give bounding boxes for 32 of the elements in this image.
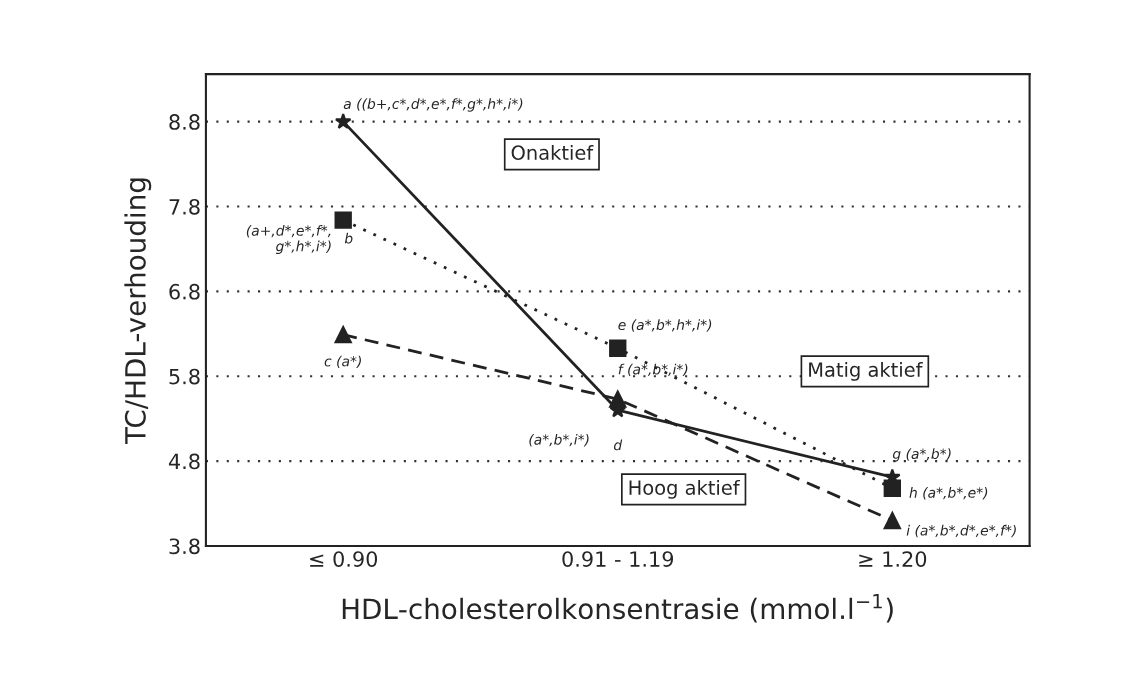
x-tick-label: ≥ 1.20 xyxy=(859,551,927,567)
annotation: g (a*,b*) xyxy=(892,448,951,462)
text: Onaktief xyxy=(511,144,594,160)
annotation: (a+,d*,e*,f*, g*,h*,i*) xyxy=(246,225,331,255)
point xyxy=(334,211,352,229)
x-tick-label: ≤ 0.90 xyxy=(310,551,378,567)
annotation: a ((b+,c*,d*,e*,f*,g*,h*,i*) xyxy=(343,98,523,112)
annotation: d xyxy=(613,439,623,451)
y-tick-label: 5.8 xyxy=(169,368,200,385)
series-label: Hoog aktief xyxy=(629,479,740,499)
annotation: (a*,b*,i*) xyxy=(529,434,589,447)
point xyxy=(883,479,901,497)
annotation: f (a*,b*,i*) xyxy=(618,363,688,377)
annotation: e (a*,b*,h*,i*) xyxy=(618,319,712,332)
y-tick-label: 4.8 xyxy=(168,453,200,470)
annotation: b xyxy=(344,232,353,244)
point xyxy=(609,339,627,357)
point xyxy=(334,112,352,129)
text: Matig aktief xyxy=(809,361,923,381)
y-tick-label: 6.8 xyxy=(169,283,200,300)
y-tick-label: 3.8 xyxy=(169,538,200,555)
x-tick-label: 0.91 - 1.19 xyxy=(562,551,674,567)
annotation: h (a*,b*,e*) xyxy=(909,487,988,500)
point xyxy=(883,511,901,530)
annotation: c (a*) xyxy=(324,355,361,369)
annotation: i (a*,b*,d*,e*,f*) xyxy=(906,524,1016,538)
y-axis-title: TC/HDL-verhouding xyxy=(124,178,152,445)
point xyxy=(334,325,352,344)
y-tick-label: 7.8 xyxy=(169,198,200,215)
x-axis-title: HDL-cholesterolkonsentrasie (mmol.l$^{−1}$) xyxy=(342,594,893,623)
point xyxy=(609,390,627,408)
y-tick-label: 8.8 xyxy=(169,114,200,130)
